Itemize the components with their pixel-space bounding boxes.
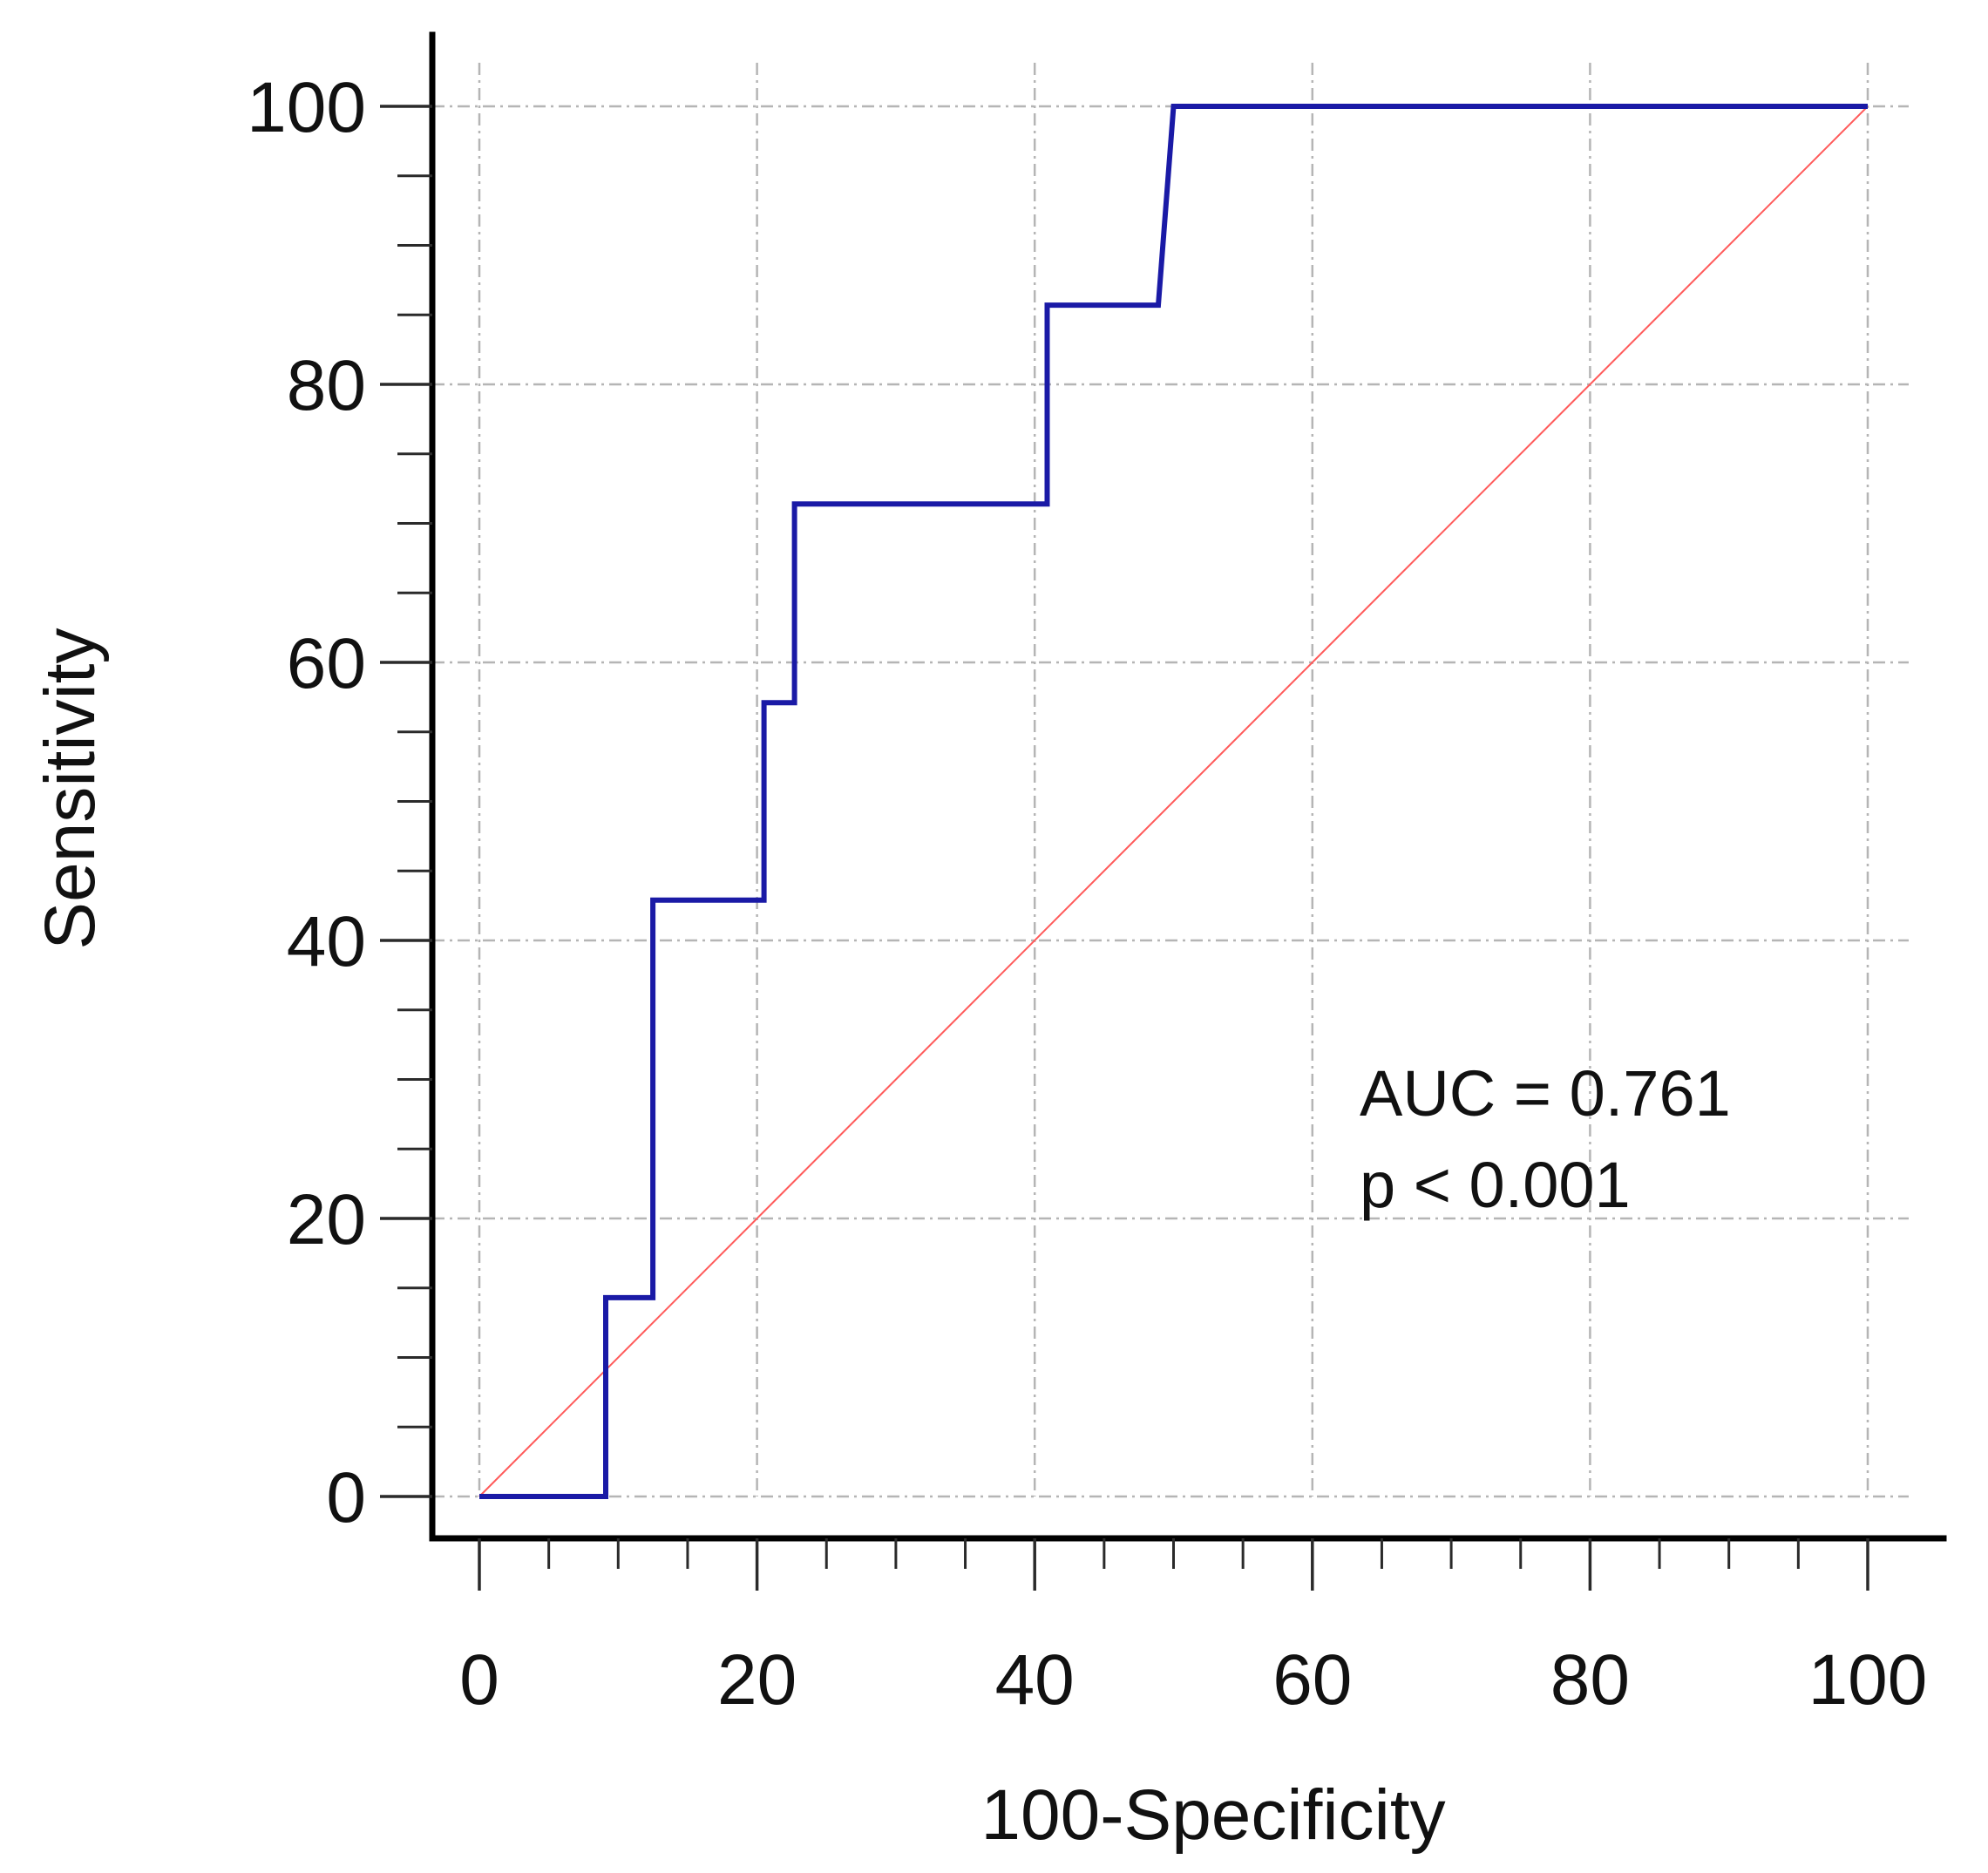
grid	[432, 63, 1909, 1498]
y-tick-label: 20	[287, 1180, 366, 1259]
tick-labels: 0 20 40 60 80 100 0 20 40 60 80 100	[247, 68, 1927, 1720]
x-tick-label: 0	[459, 1640, 499, 1720]
x-tick-label: 20	[717, 1640, 797, 1720]
y-tick-label: 60	[287, 624, 366, 703]
y-tick-label: 100	[247, 68, 366, 147]
x-tick-label: 80	[1550, 1640, 1630, 1720]
x-axis-title: 100-Specificity	[980, 1775, 1445, 1855]
ticks	[380, 105, 1869, 1591]
y-tick-label: 40	[287, 902, 366, 981]
y-axis-title: Sensitivity	[31, 628, 110, 949]
x-tick-label: 60	[1272, 1640, 1352, 1720]
auc-annotation: AUC = 0.761	[1360, 1057, 1731, 1130]
series-layer	[478, 104, 1869, 1499]
y-tick-label: 0	[326, 1458, 366, 1537]
roc-curve-line	[479, 104, 1868, 1499]
x-tick-label: 100	[1808, 1640, 1928, 1720]
p-value-annotation: p < 0.001	[1360, 1149, 1631, 1221]
y-tick-label: 80	[287, 346, 366, 425]
reference-diagonal-line	[478, 105, 1869, 1497]
x-tick-label: 40	[995, 1640, 1075, 1720]
